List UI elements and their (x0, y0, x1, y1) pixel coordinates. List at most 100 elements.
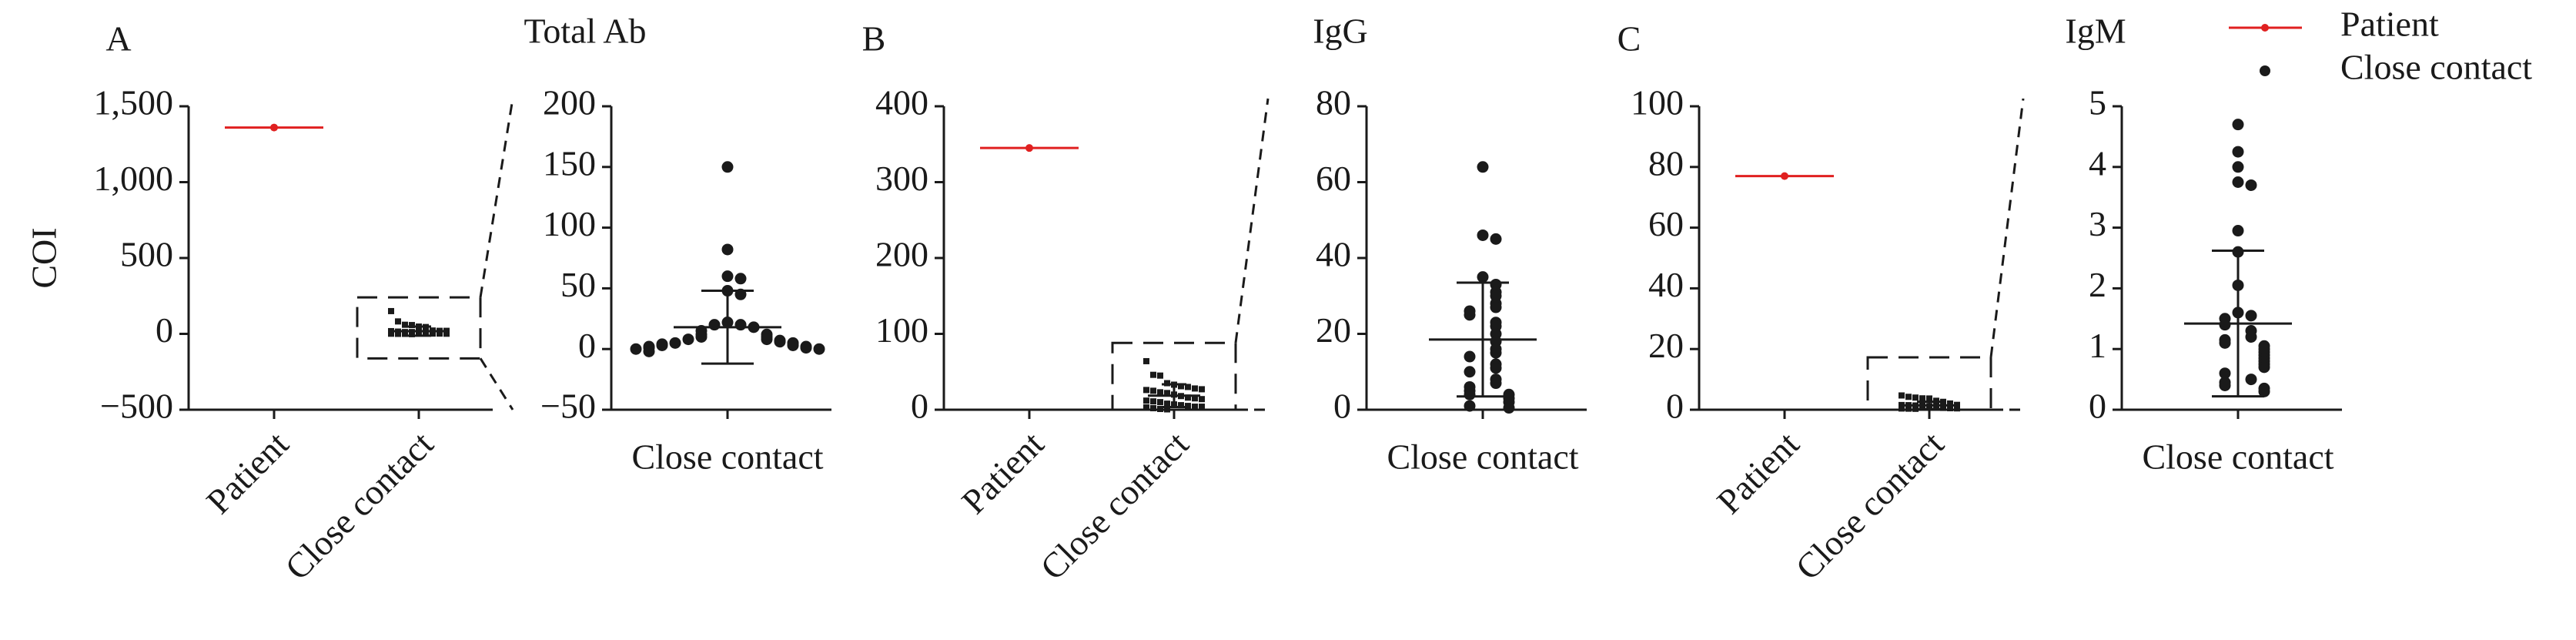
y-tick-label: 80 (1648, 143, 1684, 183)
contact-point (1464, 350, 1476, 363)
contact-point (1143, 397, 1149, 404)
contact-point (1933, 404, 1939, 411)
contact-point (2219, 319, 2231, 331)
contact-point (1912, 394, 1919, 401)
legend-label: Patient (2340, 5, 2439, 44)
y-tick-label: 200 (543, 83, 596, 122)
contact-point (1199, 386, 1205, 393)
contact-point (1490, 362, 1502, 374)
contact-point (1477, 229, 1489, 241)
contact-point (2245, 179, 2257, 191)
contact-point (1150, 398, 1156, 405)
contact-point (1490, 301, 1502, 313)
y-tick-label: 40 (1648, 265, 1684, 304)
contact-point (1947, 405, 1953, 412)
y-tick-label: 0 (1666, 387, 1684, 426)
y-axis-label: COI (25, 227, 64, 288)
contact-point (1185, 384, 1191, 390)
x-tick-label: Close contact (277, 424, 440, 587)
contact-point (1919, 395, 1925, 402)
contact-point (761, 333, 773, 346)
contact-point (402, 330, 408, 337)
y-tick-label: 100 (1631, 83, 1684, 122)
y-tick-label: −500 (100, 387, 173, 426)
contact-point (2232, 161, 2244, 173)
y-tick-label: 1,000 (94, 159, 174, 198)
contact-point (1464, 309, 1476, 321)
y-tick-label: 50 (560, 265, 596, 304)
contact-point (1954, 405, 1960, 412)
x-tick-label: Close contact (2142, 437, 2333, 477)
y-tick-label: 100 (543, 204, 596, 243)
legend-label: Close contact (2340, 48, 2532, 87)
contact-point (409, 322, 415, 329)
contact-point (787, 339, 799, 351)
contact-point (1143, 387, 1149, 394)
contact-point (1503, 402, 1515, 414)
contact-point (708, 319, 721, 331)
contact-point (1199, 404, 1205, 410)
y-tick-label: 5 (2089, 83, 2106, 122)
contact-point (1143, 357, 1149, 364)
contact-point (437, 330, 443, 337)
contact-point (1464, 400, 1476, 412)
contact-point (1192, 395, 1198, 402)
zoom-connector (1234, 98, 1270, 343)
contact-point (1150, 387, 1156, 394)
panel-label: A (105, 19, 131, 59)
contact-point (1199, 396, 1205, 403)
contact-point (2232, 119, 2244, 131)
contact-point (1899, 392, 1905, 399)
chart-title: Total Ab (524, 12, 646, 51)
y-tick-label: 1,500 (94, 83, 174, 122)
y-tick-label: 0 (156, 310, 173, 350)
y-tick-label: 0 (1333, 387, 1351, 426)
patient-marker (1781, 172, 1788, 180)
y-tick-label: 500 (120, 235, 173, 274)
y-tick-label: 60 (1316, 159, 1351, 198)
contact-point (1185, 403, 1191, 410)
contact-point (395, 318, 401, 325)
contact-point (1477, 271, 1489, 283)
contact-point (1178, 383, 1184, 390)
x-tick-label: Close contact (1788, 424, 1951, 587)
contact-point (734, 273, 747, 285)
x-tick-label: Close contact (1387, 437, 1578, 477)
y-tick-label: 0 (911, 387, 928, 426)
contact-point (1164, 400, 1170, 407)
contact-point (721, 161, 734, 173)
contact-point (2232, 225, 2244, 237)
contact-point (656, 339, 668, 351)
contact-point (388, 307, 394, 314)
x-tick-label: Patient (954, 424, 1052, 521)
x-tick-label: Close contact (1032, 424, 1196, 587)
contact-point (1490, 377, 1502, 390)
contact-point (721, 270, 734, 283)
contact-point (2258, 385, 2270, 397)
panel-label: C (1618, 19, 1641, 59)
contact-point (1490, 347, 1502, 359)
zoom-connector (479, 98, 514, 298)
patient-marker (1025, 144, 1033, 152)
y-tick-label: 80 (1316, 83, 1351, 122)
contact-point (395, 330, 401, 337)
y-tick-label: 4 (2089, 143, 2106, 183)
contact-point (2219, 337, 2231, 349)
contact-point (630, 343, 642, 355)
contact-point (2245, 310, 2257, 322)
legend-marker (2260, 65, 2270, 76)
contact-point (1157, 399, 1163, 406)
y-tick-label: 20 (1316, 310, 1351, 350)
x-tick-label: Close contact (631, 437, 823, 477)
zoom-connector (479, 357, 514, 410)
zoom-box (356, 296, 482, 360)
y-tick-label: 0 (2089, 387, 2106, 426)
y-tick-label: 0 (578, 326, 596, 365)
contact-point (721, 243, 734, 256)
contact-point (669, 337, 681, 349)
contact-point (734, 319, 747, 331)
contact-point (1940, 398, 1946, 405)
contact-point (1464, 366, 1476, 378)
zoom-connector (1989, 98, 2025, 358)
